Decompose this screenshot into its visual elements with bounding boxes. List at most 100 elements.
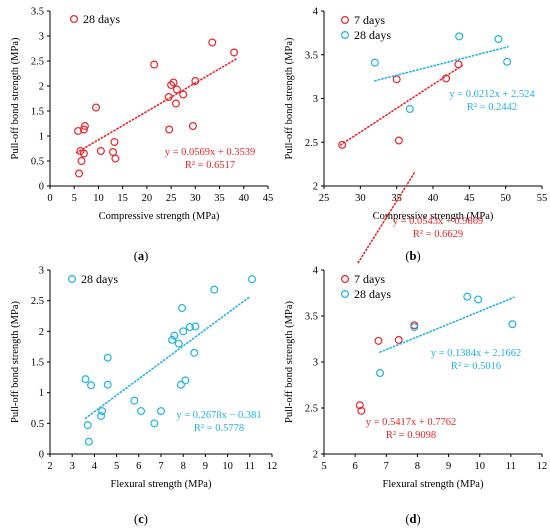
y-axis-label: Pull-off bond strength (MPa) bbox=[10, 300, 21, 423]
trend-r2: R² = 0.2442 bbox=[467, 102, 517, 113]
data-point bbox=[108, 148, 117, 157]
x-tick-label: 9 bbox=[446, 461, 451, 472]
x-tick-label: 6 bbox=[136, 461, 141, 472]
legend-marker bbox=[67, 275, 76, 284]
legend-marker bbox=[341, 16, 350, 25]
x-tick-label: 40 bbox=[428, 193, 439, 204]
data-point bbox=[210, 285, 219, 294]
data-point bbox=[503, 57, 512, 66]
trend-equation: y = 0.0569x + 0.3539 bbox=[165, 147, 256, 158]
x-tick-label: 30 bbox=[355, 193, 366, 204]
y-tick-label: 2 bbox=[313, 182, 318, 193]
y-tick-label: 2.5 bbox=[305, 138, 318, 149]
y-tick-label: 4 bbox=[313, 7, 319, 18]
y-tick-label: 1 bbox=[39, 388, 44, 399]
x-tick-label: 55 bbox=[537, 193, 548, 204]
trend-equation: y = 0.5417x + 0.7762 bbox=[366, 417, 457, 428]
trendline bbox=[379, 296, 515, 353]
data-point bbox=[188, 121, 197, 130]
data-point bbox=[81, 375, 90, 384]
data-point bbox=[74, 126, 83, 135]
legend-label: 28 days bbox=[81, 272, 118, 286]
trend-equation: y = 0.0212x + 2.524 bbox=[449, 89, 535, 100]
x-tick-label: 25 bbox=[166, 193, 177, 204]
data-point bbox=[79, 149, 88, 158]
data-point bbox=[508, 320, 517, 329]
chart-panel-d: 5 6 7 8 9 10 11 12 2 2.5 3 3.5 4 Flexural strength (M… bbox=[284, 172, 547, 526]
x-tick-label: 10 bbox=[222, 461, 233, 472]
data-point bbox=[474, 295, 483, 304]
x-tick-label: 20 bbox=[142, 193, 153, 204]
data-point bbox=[167, 80, 176, 89]
x-tick-label: 9 bbox=[203, 461, 208, 472]
x-tick-label: 5 bbox=[114, 461, 119, 472]
chart-panel-c: 2 3 4 5 6 7 8 9 10 11 12 0 0.5 1 1.5 2 2.5 3 Flexural stre… bbox=[10, 266, 277, 527]
chart-panel-b: 25 30 35 40 45 50 55 2 2.5 3 3.5 4 Compressive stren… bbox=[284, 7, 547, 264]
data-point bbox=[171, 99, 180, 108]
data-point bbox=[103, 380, 112, 389]
data-point bbox=[181, 376, 190, 385]
x-tick-label: 50 bbox=[500, 193, 511, 204]
legend-label: 7 days bbox=[354, 13, 385, 27]
data-point bbox=[191, 76, 200, 85]
x-tick-label: 45 bbox=[263, 193, 274, 204]
data-point bbox=[98, 407, 107, 416]
x-axis-label: Flexural strength (MPa) bbox=[383, 479, 484, 490]
y-tick-label: 2 bbox=[313, 450, 318, 461]
legend-marker bbox=[341, 31, 350, 40]
data-point bbox=[169, 78, 178, 87]
data-point bbox=[208, 38, 217, 47]
data-point bbox=[374, 336, 383, 345]
legend-marker bbox=[69, 15, 78, 24]
data-point bbox=[77, 157, 86, 166]
data-point bbox=[405, 104, 414, 113]
data-point bbox=[103, 353, 112, 362]
x-tick-label: 7 bbox=[158, 461, 163, 472]
data-point bbox=[130, 396, 139, 405]
data-point bbox=[150, 60, 159, 69]
legend-label: 28 days bbox=[354, 28, 391, 42]
x-tick-label: 40 bbox=[239, 193, 250, 204]
trend-equation: y = 0.0543x + 0.9869 bbox=[393, 216, 484, 227]
x-tick-label: 10 bbox=[474, 461, 485, 472]
legend-marker bbox=[341, 290, 350, 299]
x-tick-label: 35 bbox=[391, 193, 402, 204]
data-point bbox=[164, 92, 173, 101]
data-point bbox=[168, 335, 177, 344]
trendline bbox=[374, 46, 509, 82]
series-28-days: y = 0.0212x + 2.524 R² = 0.2442 bbox=[370, 32, 535, 113]
chart-panel-a: 0 5 10 15 20 25 30 35 40 45 0 0.5 1 1.5 2 2.5 3 3.5 Compre… bbox=[10, 7, 273, 264]
x-tick-label: 35 bbox=[214, 193, 225, 204]
x-tick-label: 4 bbox=[92, 461, 98, 472]
x-tick-label: 30 bbox=[190, 193, 201, 204]
x-tick-label: 3 bbox=[70, 461, 75, 472]
data-point bbox=[338, 140, 347, 149]
y-tick-label: 2 bbox=[39, 82, 44, 93]
y-tick-label: 0 bbox=[39, 182, 44, 193]
x-axis-label: Compressive strength (MPa) bbox=[99, 211, 220, 222]
panel-label: (b) bbox=[405, 249, 420, 263]
data-point bbox=[150, 419, 159, 428]
data-point bbox=[394, 335, 403, 344]
data-point bbox=[185, 323, 194, 332]
series-28-days: y = 0.2678x − 0.381 R² = 0.5778 bbox=[81, 275, 262, 446]
data-point bbox=[463, 292, 472, 301]
y-tick-label: 1.5 bbox=[31, 358, 44, 369]
x-tick-label: 10 bbox=[93, 193, 104, 204]
data-point bbox=[165, 125, 174, 134]
y-axis-label: Pull-off bond strength (MPa) bbox=[284, 37, 295, 160]
trend-r2: R² = 0.6629 bbox=[413, 229, 463, 240]
y-tick-label: 3 bbox=[39, 266, 44, 277]
x-tick-label: 12 bbox=[267, 461, 278, 472]
y-tick-label: 1 bbox=[39, 132, 44, 143]
trend-equation: y = 0.2678x − 0.381 bbox=[176, 410, 261, 421]
data-point bbox=[455, 32, 464, 41]
y-tick-label: 2.5 bbox=[31, 57, 44, 68]
x-tick-label: 15 bbox=[117, 193, 128, 204]
panel-label: (d) bbox=[405, 512, 420, 526]
legend-label: 28 days bbox=[354, 287, 391, 301]
legend-label: 28 days bbox=[83, 12, 120, 26]
data-point bbox=[230, 48, 239, 57]
data-point bbox=[92, 103, 101, 112]
